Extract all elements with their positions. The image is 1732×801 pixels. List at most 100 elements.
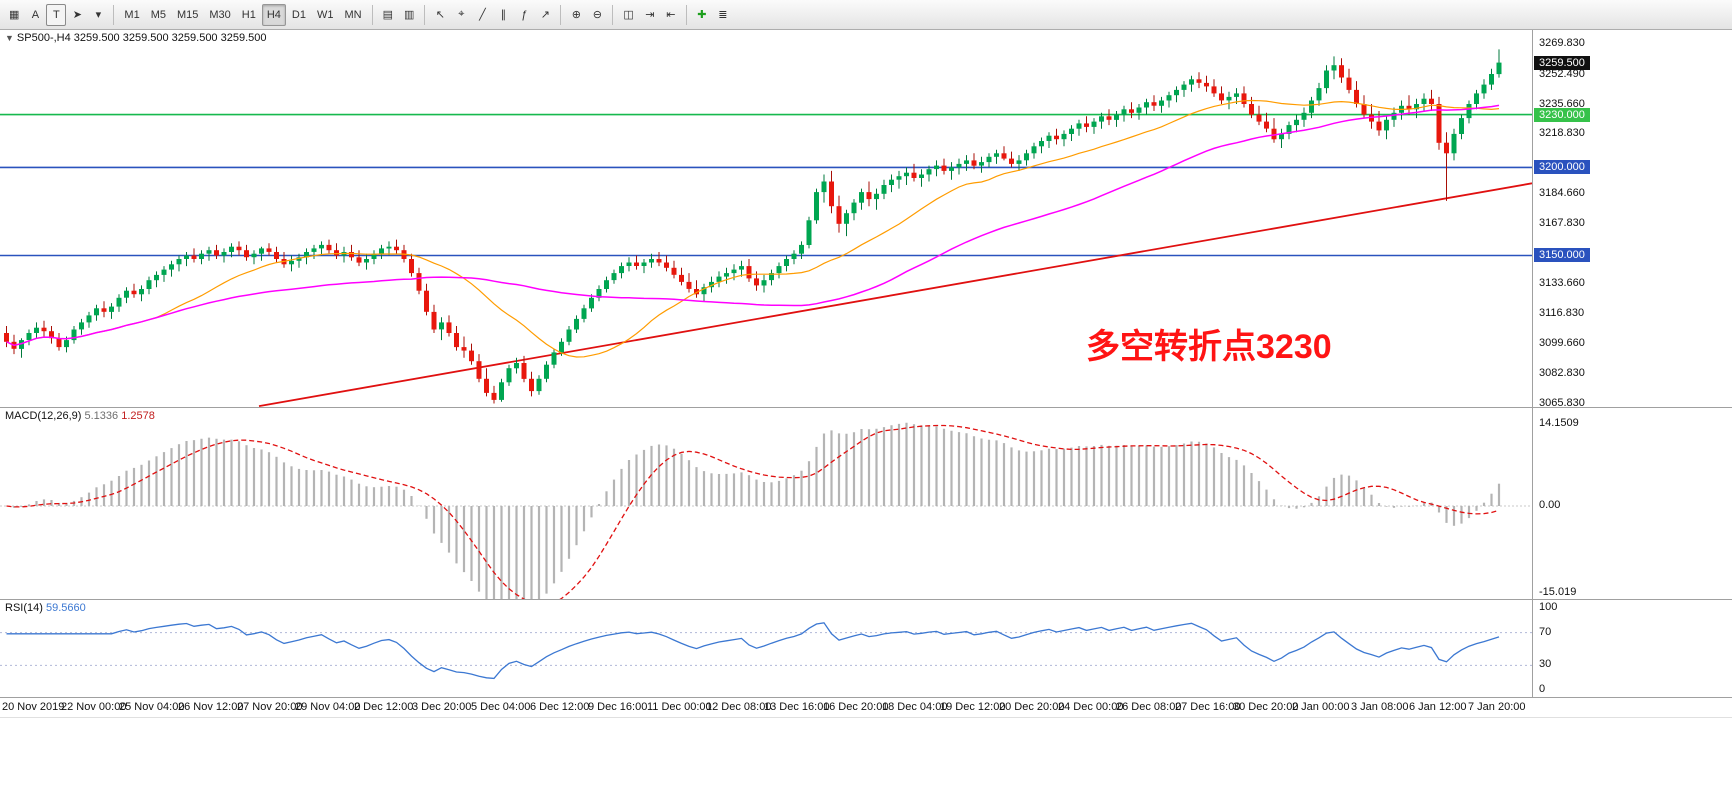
indicators-icon[interactable]: ✚ [697, 9, 707, 21]
pointer-dropdown-icon[interactable]: ▾ [95, 9, 102, 21]
price-tick-label: 3167.830 [1539, 217, 1585, 230]
price-panel: ▼ SP500-,H4 3259.500 3259.500 3259.500 32… [0, 30, 1732, 409]
timeframe-m5-button[interactable]: M5 [150, 8, 166, 21]
toolbar-separator [371, 4, 373, 25]
time-axis-label: 18 Dec 04:00 [882, 701, 948, 713]
chart-menu-icon[interactable]: ▼ [5, 33, 14, 43]
time-axis[interactable]: 20 Nov 2019 22 Nov 00:00 25 Nov 04:00 26 No… [0, 698, 1732, 718]
price-axis-scale[interactable]: 3269.830 3252.490 3235.660 3218.830 3184.660… [1532, 30, 1731, 409]
rsi-tick-label: 70 [1539, 625, 1552, 638]
toolbar: ▦ A T ➤ ▾ M1 M5 M15 M30 H1 H4 D1 W1 MN ▤ ▥ ↖ ⌖ ╱ ∥ ƒ ↗ ⊕ ⊖ ◫ ⇥ ⇤ ✚ ≣ [0, 0, 1732, 30]
macd-tick-label: 0.00 [1539, 498, 1561, 511]
timeframe-m1-button[interactable]: M1 [124, 8, 140, 21]
menu-grid-icon[interactable]: ▦ [9, 9, 20, 21]
toolbar-separator [560, 4, 562, 25]
time-axis-label: 5 Dec 04:00 [471, 701, 531, 713]
timeframe-w1-button[interactable]: W1 [316, 8, 334, 21]
hline-3150-tag: 3150.000 [1534, 248, 1590, 263]
arrows-icon[interactable]: ↗ [540, 9, 550, 21]
time-axis-label: 9 Dec 16:00 [588, 701, 648, 713]
time-axis-label: 2 Dec 12:00 [354, 701, 414, 713]
tile-windows-icon[interactable]: ◫ [623, 9, 634, 21]
price-tick-label: 3269.830 [1539, 37, 1585, 50]
macd-panel: MACD(12,26,9) 5.1336 1.2578 14.1509 0.00 -… [0, 408, 1732, 600]
time-axis-label: 20 Nov 2019 [2, 701, 65, 713]
macd-label: MACD(12,26,9) [5, 410, 82, 422]
time-axis-label: 26 Dec 08:00 [1116, 701, 1182, 713]
bar-chart-icon[interactable]: ▤ [382, 9, 393, 21]
macd-signal-value: 1.2578 [121, 410, 155, 422]
timeframe-m30-button[interactable]: M30 [209, 8, 231, 21]
price-tick-label: 3235.660 [1539, 97, 1585, 110]
time-axis-label: 26 Nov 12:00 [178, 701, 244, 713]
time-axis-label: 7 Jan 20:00 [1468, 701, 1526, 713]
time-axis-label: 16 Dec 20:00 [823, 701, 889, 713]
auto-scroll-icon[interactable]: ⇥ [645, 9, 655, 21]
templates-icon[interactable]: ≣ [718, 9, 728, 21]
channel-icon[interactable]: ∥ [500, 9, 507, 21]
time-axis-label: 13 Dec 16:00 [764, 701, 830, 713]
rsi-axis-scale[interactable]: 100 70 30 0 [1532, 600, 1731, 697]
toolbar-separator [612, 4, 614, 25]
time-axis-label: 2 Jan 00:00 [1292, 701, 1350, 713]
hline-3200-tag: 3200.000 [1534, 160, 1590, 175]
macd-header: MACD(12,26,9) 5.1336 1.2578 [5, 410, 155, 422]
time-axis-label: 29 Nov 04:00 [295, 701, 361, 713]
time-axis-label: 24 Dec 00:00 [1058, 701, 1124, 713]
cursor-icon[interactable]: ↖ [435, 9, 445, 21]
timeframe-d1-button[interactable]: D1 [291, 8, 306, 21]
rsi-value: 59.5660 [45, 602, 86, 614]
time-axis-label: 19 Dec 12:00 [940, 701, 1006, 713]
time-axis-label: 30 Dec 20:00 [1233, 701, 1299, 713]
current-price-tag: 3259.500 [1534, 55, 1590, 70]
toolbar-separator [424, 4, 426, 25]
time-axis-label: 6 Jan 12:00 [1409, 701, 1467, 713]
time-axis-label: 20 Dec 20:00 [999, 701, 1065, 713]
price-tick-label: 3116.830 [1539, 306, 1585, 319]
timeframe-h1-button[interactable]: H1 [241, 8, 256, 21]
toolbar-separator [685, 4, 687, 25]
macd-tick-label: 14.1509 [1539, 416, 1579, 429]
time-axis-label: 27 Dec 16:00 [1175, 701, 1241, 713]
macd-main-value: 5.1336 [84, 410, 119, 422]
macd-plot[interactable]: MACD(12,26,9) 5.1336 1.2578 [0, 408, 1532, 599]
time-axis-label: 3 Dec 20:00 [412, 701, 472, 713]
rsi-tick-label: 0 [1539, 683, 1546, 695]
zoom-out-icon[interactable]: ⊖ [592, 9, 602, 21]
timeframe-m15-button[interactable]: M15 [176, 8, 199, 21]
rsi-plot[interactable]: RSI(14) 59.5660 [0, 600, 1532, 697]
chart-symbol-label: SP500-,H4 [16, 32, 71, 44]
timeframe-h4-button[interactable]: H4 [261, 3, 286, 26]
rsi-tick-label: 100 [1539, 601, 1558, 613]
macd-tick-label: -15.019 [1539, 586, 1577, 599]
price-tick-label: 3184.660 [1539, 187, 1585, 200]
candlestick-chart-icon[interactable]: ▥ [403, 9, 415, 21]
bottom-filler [0, 718, 1732, 801]
macd-axis-scale[interactable]: 14.1509 0.00 -15.019 [1532, 408, 1731, 599]
time-axis-label: 25 Nov 04:00 [119, 701, 185, 713]
price-tick-label: 3252.490 [1539, 67, 1585, 80]
toolbar-separator [113, 4, 115, 25]
chart-shift-icon[interactable]: ⇤ [666, 9, 676, 21]
crosshair-icon[interactable]: ⌖ [458, 8, 465, 20]
time-axis-label: 3 Jan 08:00 [1351, 701, 1409, 713]
annotation-text: 多空转折点3230 [1086, 328, 1332, 366]
zoom-in-icon[interactable]: ⊕ [571, 9, 581, 21]
price-tick-label: 3133.660 [1539, 277, 1585, 290]
rsi-header: RSI(14) 59.5660 [5, 602, 86, 614]
rsi-label: RSI(14) [5, 602, 43, 614]
timeframe-mn-button[interactable]: MN [344, 8, 362, 21]
pointer-tool-button[interactable]: ➤ [72, 9, 83, 21]
text-label-button[interactable]: T [46, 3, 67, 26]
time-axis-label: 22 Nov 00:00 [61, 701, 127, 713]
price-tick-label: 3218.830 [1539, 127, 1585, 140]
price-chart-plot[interactable]: ▼ SP500-,H4 3259.500 3259.500 3259.500 32… [0, 30, 1532, 407]
price-tick-label: 3065.830 [1539, 396, 1585, 409]
fibonacci-icon[interactable]: ƒ [521, 8, 528, 21]
trendline-icon[interactable]: ╱ [479, 9, 486, 21]
chart-ohlc-values: 3259.500 3259.500 3259.500 3259.500 [73, 32, 267, 44]
rsi-tick-label: 30 [1539, 658, 1552, 671]
price-tick-label: 3099.660 [1539, 337, 1585, 350]
font-tool-button[interactable]: A [31, 8, 40, 21]
